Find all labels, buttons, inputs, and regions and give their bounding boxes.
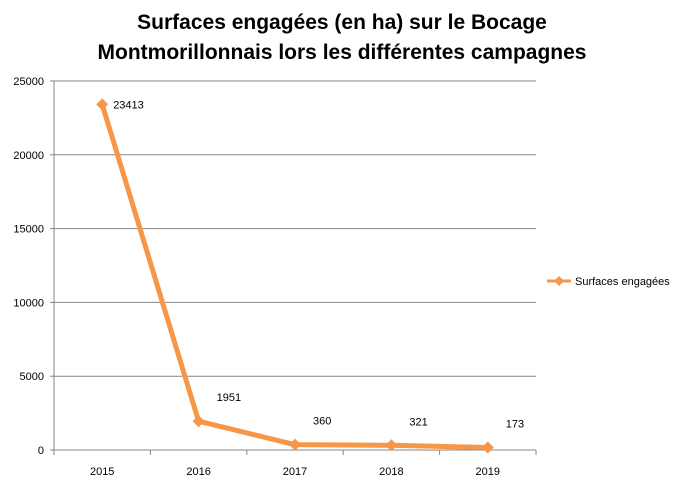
y-tick-label: 25000 bbox=[13, 76, 44, 88]
x-tick-label: 2016 bbox=[186, 466, 210, 478]
data-label: 321 bbox=[409, 416, 427, 428]
data-label: 1951 bbox=[217, 392, 241, 404]
data-label: 173 bbox=[506, 418, 524, 430]
y-tick-label: 0 bbox=[38, 445, 44, 457]
series-line bbox=[99, 103, 488, 450]
y-tick-label: 20000 bbox=[13, 150, 44, 162]
data-point-marker bbox=[289, 438, 301, 451]
chart-title: Surfaces engagées (en ha) sur le Bocage … bbox=[0, 8, 684, 68]
legend-label: Surfaces engagées bbox=[575, 276, 670, 288]
chart-title-line-1: Surfaces engagées (en ha) sur le Bocage bbox=[137, 11, 547, 34]
x-tick-label: 2018 bbox=[379, 466, 403, 478]
y-tick-label: 15000 bbox=[13, 224, 44, 236]
y-tick-label: 10000 bbox=[13, 297, 44, 309]
data-point-marker bbox=[385, 439, 398, 452]
x-tick-label: 2017 bbox=[283, 466, 307, 478]
x-tick-label: 2019 bbox=[476, 466, 500, 478]
data-label: 360 bbox=[313, 416, 331, 428]
legend-marker bbox=[554, 276, 564, 286]
x-tick-label: 2015 bbox=[90, 466, 114, 478]
data-label: 23413 bbox=[113, 99, 144, 111]
chart-title-line-2: Montmorillonnais lors les différentes ca… bbox=[97, 41, 587, 64]
data-point-marker bbox=[192, 415, 205, 428]
data-point-marker bbox=[481, 441, 494, 454]
y-tick-label: 5000 bbox=[20, 371, 44, 383]
data-point-marker bbox=[96, 98, 109, 111]
